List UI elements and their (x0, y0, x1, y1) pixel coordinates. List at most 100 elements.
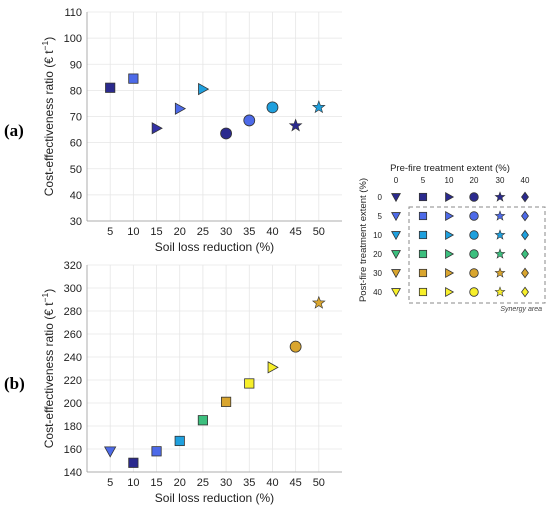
legend-marker-r5-c4 (469, 268, 479, 278)
data-point-b-9 (289, 340, 302, 353)
legend-side-title: Post-fire treatment extent (%) (358, 178, 369, 302)
plot-area (87, 265, 342, 472)
legend-marker-r6-c1 (391, 288, 401, 298)
y-tick-label: 280 (64, 306, 82, 318)
legend-marker-r3-c2 (418, 230, 428, 240)
x-tick-label: 30 (220, 226, 232, 238)
data-point-a-8 (266, 101, 279, 114)
legend-marker-r1-c6 (521, 191, 529, 203)
data-point-a-3 (151, 122, 163, 135)
legend-column-header: 30 (496, 176, 505, 185)
data-point-b-1 (104, 446, 117, 458)
data-point-b-2 (128, 457, 139, 468)
legend-row-header: 5 (378, 212, 383, 221)
y-tick-label: 100 (64, 33, 82, 45)
y-tick-label: 80 (70, 85, 82, 97)
legend-marker-r5-c3 (445, 268, 455, 278)
y-tick-label: 140 (64, 467, 82, 479)
data-point-a-2 (128, 73, 139, 84)
legend-row-header: 40 (373, 288, 382, 297)
data-point-a-4 (174, 102, 187, 115)
x-tick-label: 15 (150, 477, 162, 489)
legend-marker-r3-c3 (445, 230, 455, 240)
legend-marker-r2-c5 (494, 210, 506, 221)
synergy-area-box (408, 206, 546, 304)
legend-marker-r4-c6 (521, 248, 529, 260)
y-tick-label: 220 (64, 375, 82, 387)
legend-marker-r2-c4 (469, 211, 479, 221)
legend-marker-r1-c1 (391, 193, 401, 203)
y-tick-label: 50 (70, 164, 82, 176)
y-tick-label: 180 (64, 421, 82, 433)
legend-marker-r3-c5 (494, 229, 506, 240)
legend-marker-r4-c4 (469, 249, 479, 259)
legend-marker-r4-c2 (418, 249, 428, 259)
chart-b: 5 10 15 20 25 30 35 40 45 50 140 160 180 200 220 240 260… (40, 260, 342, 505)
legend-marker-r5-c2 (418, 268, 428, 278)
legend-marker-r5-c6 (521, 267, 529, 279)
x-axis-label: Soil loss reduction (%) (155, 491, 274, 505)
legend-marker-r5-c5 (494, 267, 506, 278)
legend-marker-r4-c5 (494, 248, 506, 259)
legend-marker-r2-c1 (391, 212, 401, 222)
y-axis-label: Cost-effectiveness ratio (€ t−1) (40, 289, 56, 449)
legend-row-header: 20 (373, 250, 382, 259)
data-point-a-9 (288, 118, 303, 132)
legend-marker-r1-c3 (445, 192, 455, 202)
legend-marker-r3-c6 (521, 229, 529, 241)
legend-marker-r2-c6 (521, 210, 529, 222)
y-tick-label: 320 (64, 260, 82, 272)
x-tick-label: 15 (150, 226, 162, 238)
x-tick-label: 40 (266, 226, 278, 238)
y-tick-label: 110 (64, 7, 82, 19)
data-point-b-4 (174, 435, 185, 447)
legend-row-header: 0 (378, 193, 383, 202)
legend-marker-r5-c1 (391, 269, 401, 279)
legend-row-header: 30 (373, 269, 382, 278)
legend-marker-r1-c5 (494, 191, 506, 202)
data-point-a-6 (220, 127, 232, 140)
x-tick-label: 25 (197, 226, 209, 238)
x-tick-label: 40 (266, 477, 278, 489)
x-tick-label: 5 (107, 477, 113, 489)
legend-marker-r4-c3 (445, 249, 455, 259)
legend-marker-r2-c3 (445, 211, 455, 221)
legend-column-header: 40 (521, 176, 530, 185)
x-tick-label: 50 (313, 477, 325, 489)
x-tick-label: 10 (127, 226, 139, 238)
legend: Pre-fire treatment extent (%) Post-fire … (358, 163, 546, 313)
y-tick-label: 90 (70, 59, 82, 71)
data-point-b-10 (311, 295, 326, 309)
x-tick-label: 20 (174, 477, 186, 489)
y-tick-label: 160 (64, 444, 82, 456)
legend-marker-r6-c5 (494, 286, 506, 297)
chart-a: 5 10 15 20 25 30 35 40 45 50 30 40 50 60 70 80 90 100 110 S… (40, 7, 342, 254)
legend-marker-r6-c2 (418, 287, 428, 297)
x-tick-label: 45 (290, 477, 302, 489)
y-tick-label: 70 (70, 112, 82, 124)
panel-label-b: (b) (4, 374, 25, 393)
legend-marker-r6-c4 (469, 287, 479, 297)
legend-marker-r3-c1 (391, 231, 401, 241)
x-tick-label: 45 (290, 226, 302, 238)
legend-marker-r6-c3 (445, 287, 455, 297)
legend-marker-r2-c2 (418, 211, 428, 221)
data-point-a-10 (311, 100, 326, 114)
legend-row-header: 10 (373, 231, 382, 240)
legend-column-header: 10 (445, 176, 454, 185)
data-point-b-5 (197, 415, 208, 426)
x-tick-label: 5 (107, 226, 113, 238)
legend-column-header: 0 (394, 176, 399, 185)
data-point-b-3 (151, 446, 162, 457)
legend-column-header: 20 (470, 176, 479, 185)
data-point-a-1 (105, 82, 116, 93)
synergy-area-label: Synergy area (500, 306, 542, 313)
legend-marker-r1-c2 (418, 192, 428, 202)
y-tick-label: 60 (70, 138, 82, 150)
data-point-b-6 (221, 396, 232, 407)
y-tick-label: 300 (64, 283, 82, 295)
data-point-b-7 (244, 378, 255, 389)
y-tick-label: 30 (70, 216, 82, 228)
legend-top-title: Pre-fire treatment extent (%) (390, 163, 510, 174)
